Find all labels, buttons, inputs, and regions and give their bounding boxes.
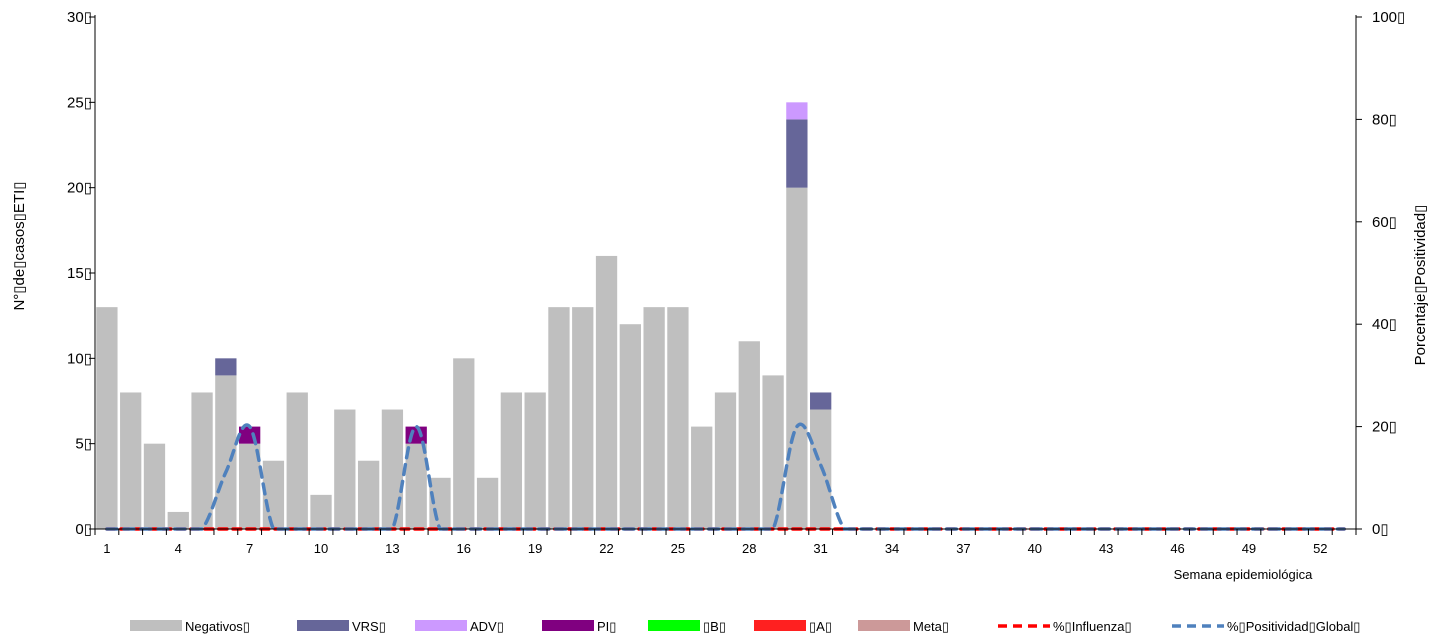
y2-tick-label: 60▯ (1372, 214, 1397, 231)
y2-axis-label: Porcentaje▯Positividad▯ (1412, 205, 1429, 366)
bar-negativos-week-28 (738, 341, 760, 529)
axes-layer: 0▯ 5▯ 10▯ 15▯ 20▯ 25▯ 30▯ 0▯ 20▯ 40▯ 60▯ 80▯ 100▯ 1 4 7… (67, 9, 1405, 556)
bar-negativos-week-16 (453, 358, 475, 529)
bars-layer (96, 102, 832, 529)
bar-negativos-week-4 (167, 511, 189, 529)
bar-negativos-week-7 (239, 443, 261, 529)
legend-swatch (130, 620, 182, 631)
bar-negativos-week-20 (548, 307, 570, 529)
y-tick-label: 30▯ (67, 9, 92, 26)
bar-negativos-week-1 (96, 307, 118, 529)
bar-negativos-week-29 (762, 375, 784, 529)
bar-vrs-week-30 (786, 119, 808, 188)
x-tick-label: 40 (1028, 541, 1042, 556)
y2-tick-label: 0▯ (1372, 521, 1389, 538)
bar-vrs-week-6 (215, 358, 237, 376)
legend: Negativos▯ VRS▯ ADV▯ PI▯ ▯B▯ ▯A▯ Meta▯ %▯Influe… (130, 619, 1360, 634)
bar-adv-week-30 (786, 102, 808, 120)
legend-label: %▯Influenza▯ (1053, 619, 1132, 634)
y2-tick-label: 40▯ (1372, 316, 1397, 333)
legend-label: VRS▯ (352, 619, 386, 634)
y-tick-label: 20▯ (67, 180, 92, 197)
x-tick-label: 10 (314, 541, 328, 556)
y-tick-label: 5▯ (75, 436, 92, 453)
x-tick-label: 19 (528, 541, 542, 556)
bar-negativos-week-17 (476, 477, 499, 529)
bar-negativos-week-14 (405, 443, 427, 529)
bar-negativos-week-12 (357, 460, 380, 529)
bar-negativos-week-26 (691, 426, 713, 529)
x-tick-label: 49 (1242, 541, 1256, 556)
legend-swatch (542, 620, 594, 631)
legend-swatch (754, 620, 806, 631)
x-tick-label: 1 (103, 541, 110, 556)
legend-swatch (858, 620, 910, 631)
x-tick-label: 43 (1099, 541, 1113, 556)
x-tick-label: 13 (385, 541, 399, 556)
bar-negativos-week-3 (143, 443, 166, 529)
bar-negativos-week-30 (786, 187, 808, 529)
y2-tick-label: 80▯ (1372, 111, 1397, 128)
bar-negativos-week-27 (714, 392, 737, 529)
bar-negativos-week-9 (286, 392, 308, 529)
y-tick-label: 0▯ (75, 521, 92, 538)
bar-negativos-week-21 (572, 307, 594, 529)
bar-negativos-week-23 (619, 324, 641, 529)
legend-label: ▯B▯ (703, 619, 726, 634)
x-tick-label: 4 (175, 541, 182, 556)
bar-negativos-week-18 (500, 392, 523, 529)
x-tick-label: 22 (599, 541, 613, 556)
legend-label: %▯Positividad▯Global▯ (1227, 619, 1360, 634)
legend-swatch (648, 620, 700, 631)
bar-negativos-week-6 (215, 375, 237, 529)
y-axis-label: N°▯de▯casos▯ETI▯ (11, 181, 28, 310)
bar-negativos-week-2 (120, 392, 142, 529)
x-tick-label: 16 (457, 541, 471, 556)
x-tick-label: 7 (246, 541, 253, 556)
bar-negativos-week-24 (643, 307, 665, 529)
bar-negativos-week-19 (524, 392, 546, 529)
x-tick-label: 34 (885, 541, 899, 556)
y2-tick-label: 20▯ (1372, 419, 1397, 436)
y-tick-label: 10▯ (67, 350, 92, 367)
y2-tick-label: 100▯ (1372, 9, 1405, 26)
legend-label: ▯A▯ (809, 619, 832, 634)
bar-negativos-week-13 (381, 409, 404, 529)
legend-swatch (297, 620, 349, 631)
bar-negativos-week-25 (667, 307, 689, 529)
legend-label: PI▯ (597, 619, 616, 634)
y-tick-label: 15▯ (67, 265, 92, 282)
bar-negativos-week-10 (310, 494, 332, 529)
bar-negativos-week-22 (595, 255, 618, 529)
legend-label: Negativos▯ (185, 619, 250, 634)
bar-negativos-week-5 (191, 392, 213, 529)
legend-label: ADV▯ (470, 619, 504, 634)
x-tick-label: 46 (1170, 541, 1184, 556)
legend-swatch (415, 620, 467, 631)
x-tick-label: 31 (813, 541, 827, 556)
x-tick-label: 28 (742, 541, 756, 556)
x-axis-label: Semana epidemiológica (1174, 567, 1314, 582)
x-tick-label: 25 (671, 541, 685, 556)
y-tick-label: 25▯ (67, 94, 92, 111)
x-tick-label: 52 (1313, 541, 1327, 556)
bar-negativos-week-11 (334, 409, 356, 529)
bar-vrs-week-31 (810, 392, 832, 410)
legend-label: Meta▯ (913, 619, 949, 634)
x-tick-label: 37 (956, 541, 970, 556)
